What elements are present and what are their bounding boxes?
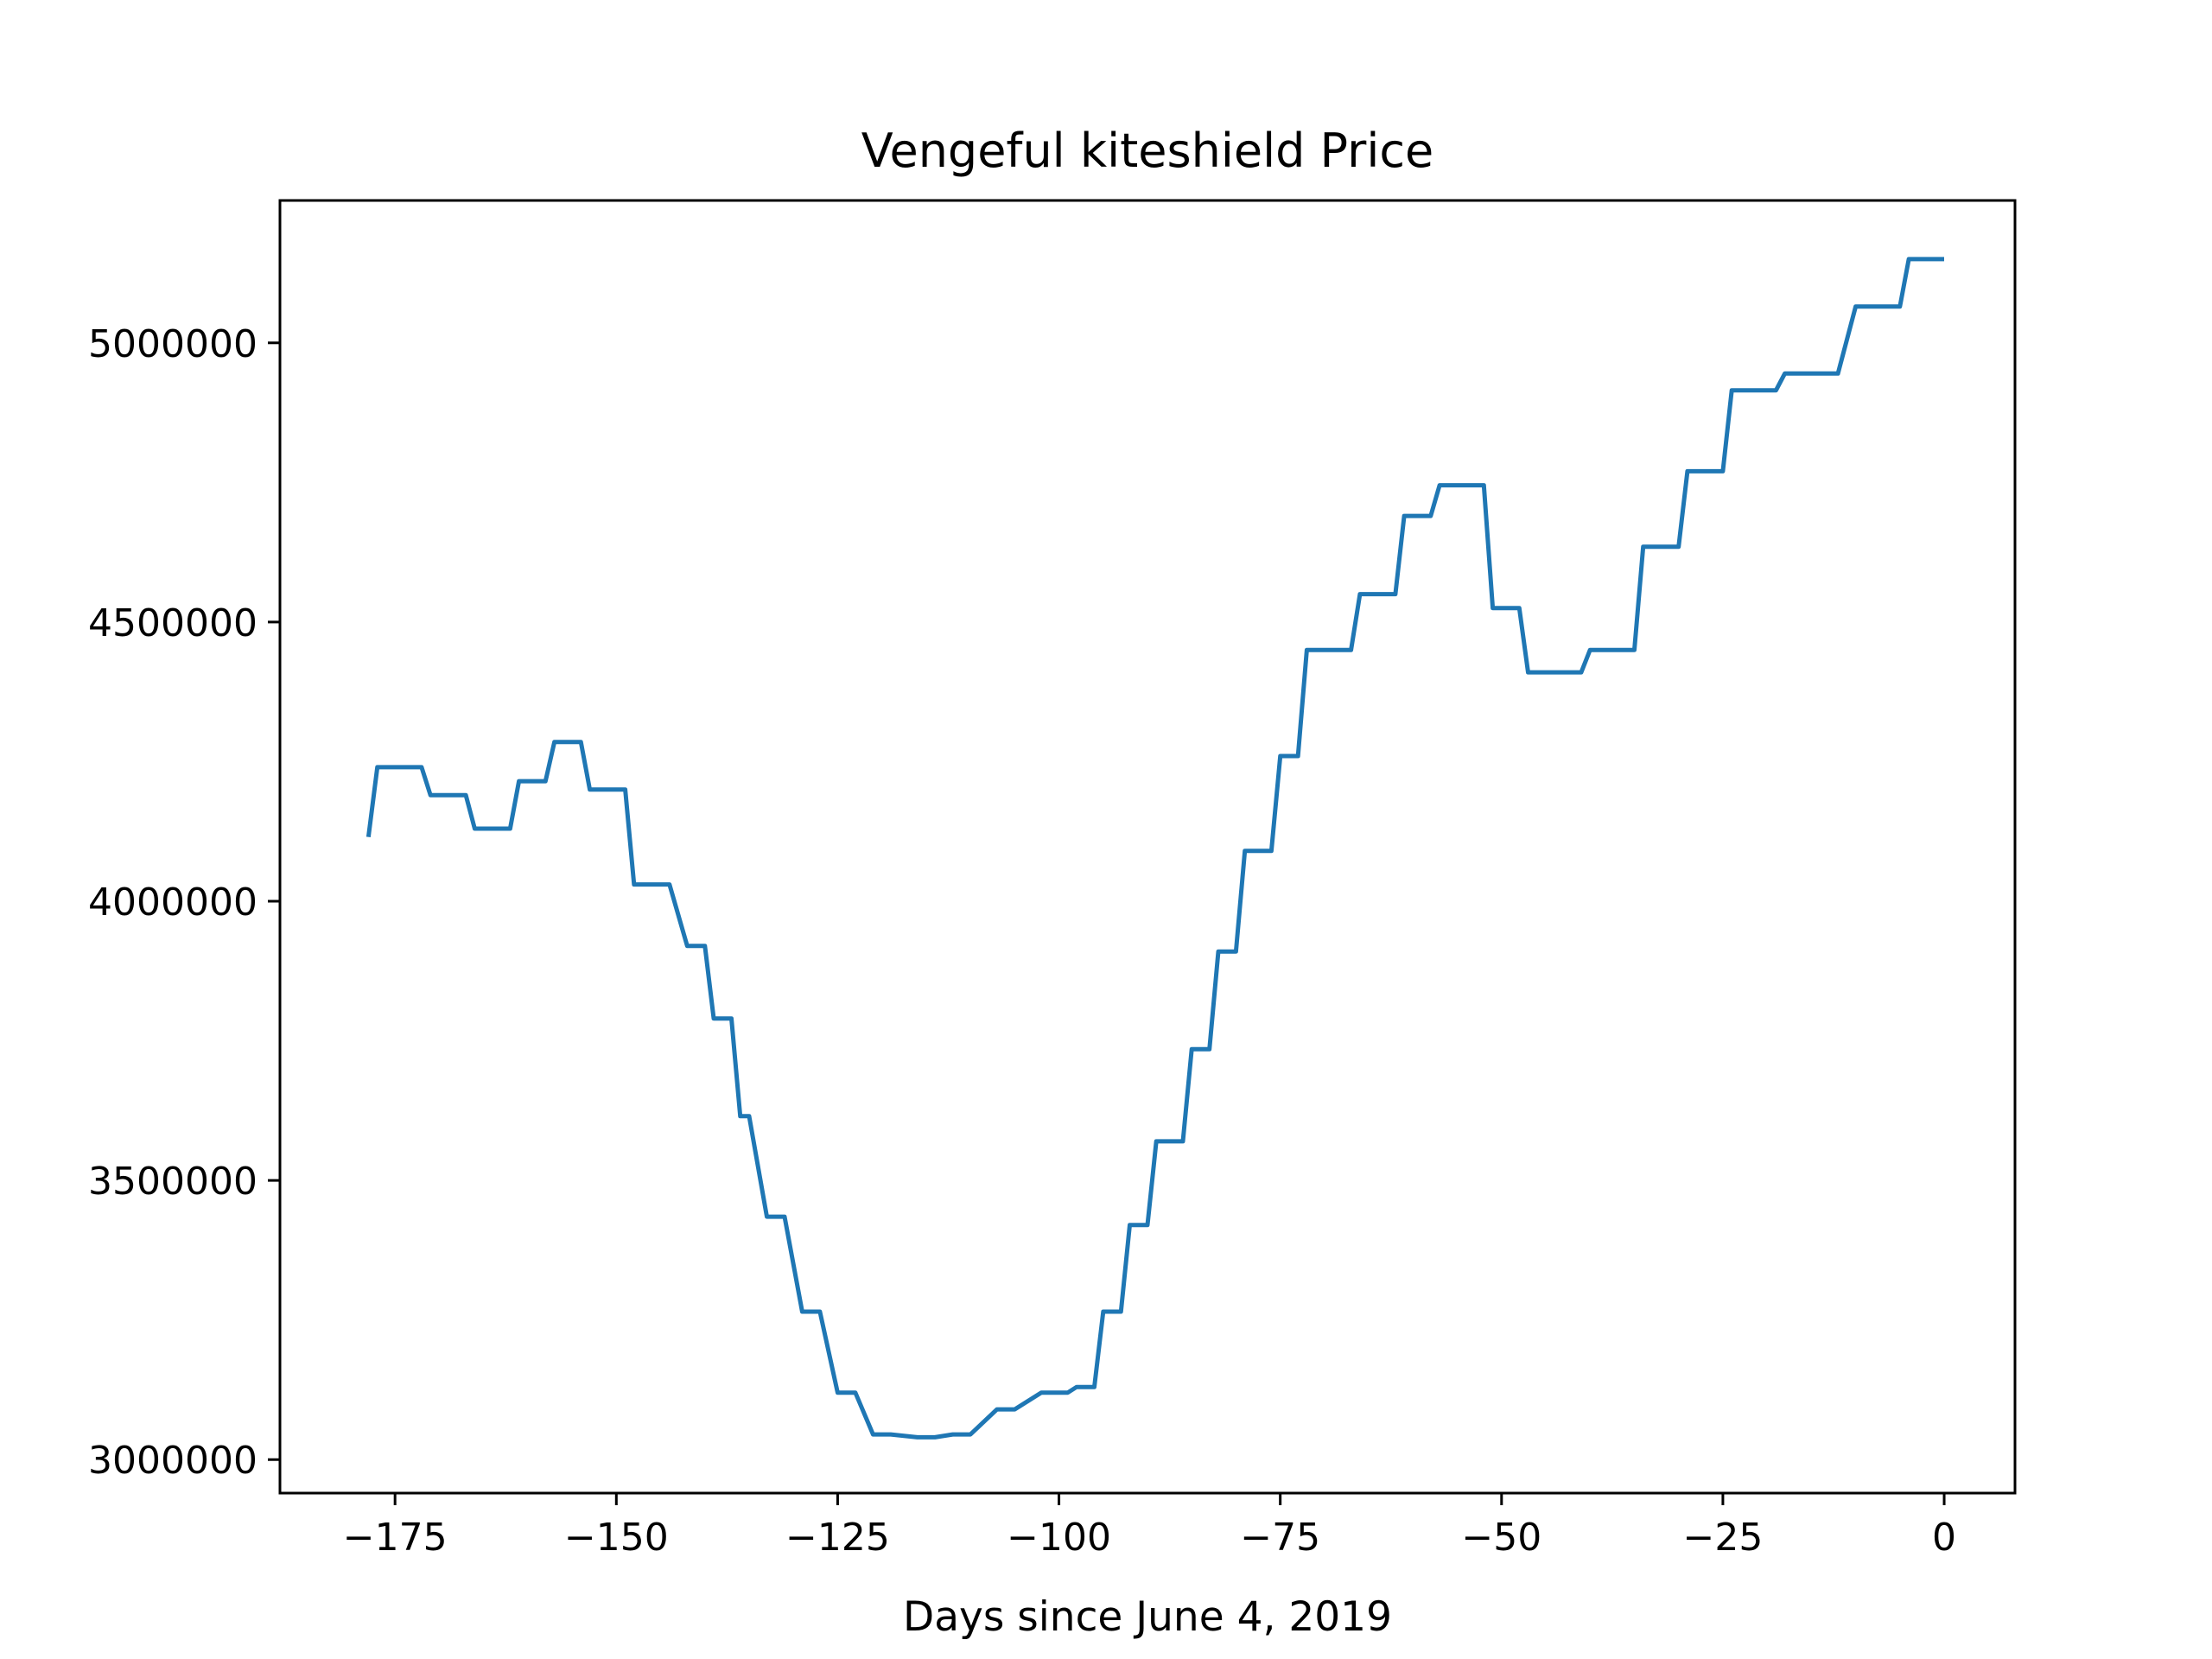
x-tick-label: −50: [1461, 1516, 1541, 1560]
y-tick-label: 3000000: [88, 1439, 257, 1483]
y-tick-label: 4000000: [88, 880, 257, 925]
x-axis-label: Days since June 4, 2019: [903, 1593, 1392, 1641]
plot-area-frame: [278, 199, 2017, 1495]
price-series-line: [365, 257, 1944, 1440]
x-tick-label: −75: [1240, 1516, 1320, 1560]
x-tick-label: −100: [1007, 1516, 1111, 1560]
x-tick-label: 0: [1932, 1516, 1956, 1560]
chart-title: Vengeful kiteshield Price: [861, 124, 1434, 178]
series-layer: [365, 257, 1944, 1440]
y-axis-ticks: 3000000 3500000 4000000 4500000 5000000: [88, 322, 280, 1483]
y-tick-label: 4500000: [88, 601, 257, 645]
x-tick-label: −125: [785, 1516, 890, 1560]
y-tick-label: 5000000: [88, 322, 257, 366]
x-tick-label: −150: [564, 1516, 669, 1560]
x-tick-label: −25: [1682, 1516, 1763, 1560]
y-tick-label: 3500000: [88, 1160, 257, 1204]
x-tick-label: −175: [343, 1516, 448, 1560]
x-axis-ticks: −175 −150 −125 −100 −75 −50 −25 0: [343, 1493, 1956, 1560]
